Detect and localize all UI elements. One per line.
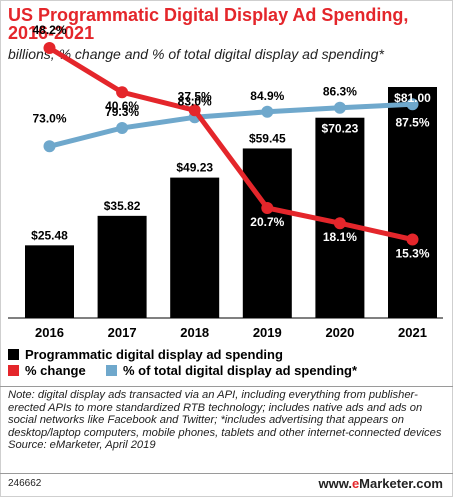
share-point-2019 — [261, 105, 274, 118]
legend-label-share: % of total digital display ad spending* — [123, 363, 358, 378]
bar-label-2018: $49.23 — [176, 161, 213, 175]
share-point-2021 — [406, 98, 419, 111]
share-point-2020 — [333, 101, 346, 114]
x-tick-label-2016: 2016 — [35, 325, 64, 340]
legend-item-change: % change — [8, 363, 448, 378]
bar-2016 — [25, 245, 74, 318]
bar-2017 — [97, 215, 147, 318]
brand-suffix: Marketer.com — [359, 476, 443, 491]
change-label-2018: 37.5% — [178, 89, 212, 103]
change-label-2016: 48.2% — [32, 23, 66, 37]
x-tick-label-2018: 2018 — [180, 325, 209, 340]
change-point-2019 — [261, 202, 274, 214]
divider — [0, 386, 453, 387]
legend-swatch-change — [8, 365, 19, 376]
legend-item-bars: Programmatic digital display ad spending — [8, 347, 448, 362]
share-label-2016: 73.0% — [32, 111, 66, 125]
bar-2018 — [170, 177, 220, 318]
x-tick-label-2021: 2021 — [398, 325, 427, 340]
change-point-2017 — [116, 86, 129, 99]
change-point-2018 — [188, 104, 201, 117]
bar-label-2017: $35.82 — [104, 199, 141, 213]
share-label-2021: 87.5% — [395, 115, 429, 129]
legend-swatch-share — [106, 365, 117, 376]
bar-label-2019: $59.45 — [249, 131, 286, 145]
change-line — [47, 45, 415, 242]
source-text: Source: eMarketer, April 2019 — [8, 439, 156, 452]
footnote: Note: digital display ads transacted via… — [8, 389, 446, 452]
change-point-2016 — [43, 42, 56, 54]
brand-logo: www.eMarketer.com — [318, 476, 443, 491]
bar-2021 — [388, 87, 437, 318]
bar-2019 — [242, 148, 292, 318]
chart-subtitle: billions, % change and % of total digita… — [8, 46, 384, 62]
share-label-2019: 84.9% — [250, 89, 284, 103]
chart-plot: $25.48 $35.82 $49.23 $59.45 $70.23 $81.00 73.0… — [8, 23, 443, 340]
change-label-2021: 15.3% — [395, 246, 429, 260]
legend-label-change: % change — [25, 363, 86, 378]
x-tick-label-2020: 2020 — [325, 325, 354, 340]
share-point-2017 — [116, 122, 129, 134]
change-label-2017: 40.6% — [105, 99, 139, 113]
x-tick-label-2019: 2019 — [253, 325, 282, 340]
chart-title: US Programmatic Digital Display Ad Spend… — [8, 5, 409, 43]
change-label-2020: 18.1% — [323, 230, 357, 244]
brand-highlight: e — [351, 476, 360, 491]
bar-label-2021: $81.00 — [394, 91, 431, 105]
share-label-2018: 83.0% — [178, 94, 212, 108]
brand-prefix: www. — [318, 476, 352, 491]
chart-id: 246662 — [8, 478, 42, 489]
share-label-2020: 86.3% — [323, 85, 357, 99]
change-label-2019: 20.7% — [250, 215, 284, 229]
legend-swatch-bars — [8, 349, 19, 360]
legend-label-bars: Programmatic digital display ad spending — [25, 347, 283, 362]
change-point-2020 — [333, 217, 346, 230]
change-point-2021 — [406, 233, 419, 246]
note-text: Note: digital display ads transacted via… — [8, 389, 442, 439]
share-line — [47, 101, 415, 149]
share-point-2016 — [43, 140, 56, 153]
share-label-2017: 79.3% — [105, 105, 139, 119]
footer-divider — [0, 473, 453, 474]
legend-item-share: % of total digital display ad spending* — [106, 363, 446, 378]
bar-label-2020: $70.23 — [322, 122, 359, 136]
bar-label-2016: $25.48 — [31, 228, 68, 242]
x-tick-label-2017: 2017 — [108, 325, 137, 340]
